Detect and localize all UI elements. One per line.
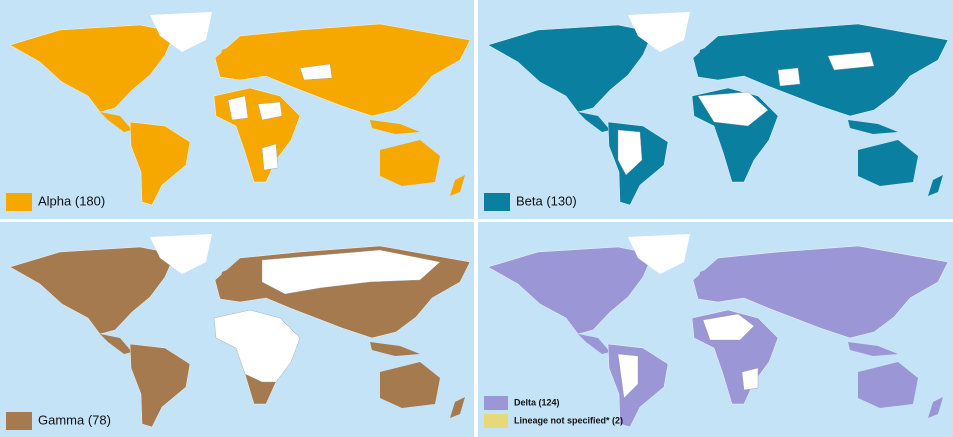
legend-label: Delta (124) <box>514 397 560 407</box>
legend-label: Alpha (180) <box>38 193 105 208</box>
legend-label: Lineage not specified* (2) <box>514 415 623 425</box>
legend-label: Beta (130) <box>516 193 577 208</box>
legend-swatch <box>6 193 32 211</box>
panel-beta: Beta (130) <box>478 0 953 219</box>
legend-label: Gamma (78) <box>38 412 111 427</box>
panel-gamma: Gamma (78) <box>0 222 474 437</box>
panel-delta: Delta (124) Lineage not specified* (2) <box>478 222 953 437</box>
no-data-region <box>617 313 759 399</box>
legend-swatch <box>484 396 508 410</box>
no-data-region <box>227 63 333 171</box>
legend-swatch <box>6 412 32 430</box>
legend-swatch <box>484 414 508 428</box>
no-data-region <box>617 51 875 176</box>
panel-alpha: Alpha (180) <box>0 0 474 219</box>
legend-swatch <box>484 193 510 211</box>
no-data-region <box>213 249 441 383</box>
